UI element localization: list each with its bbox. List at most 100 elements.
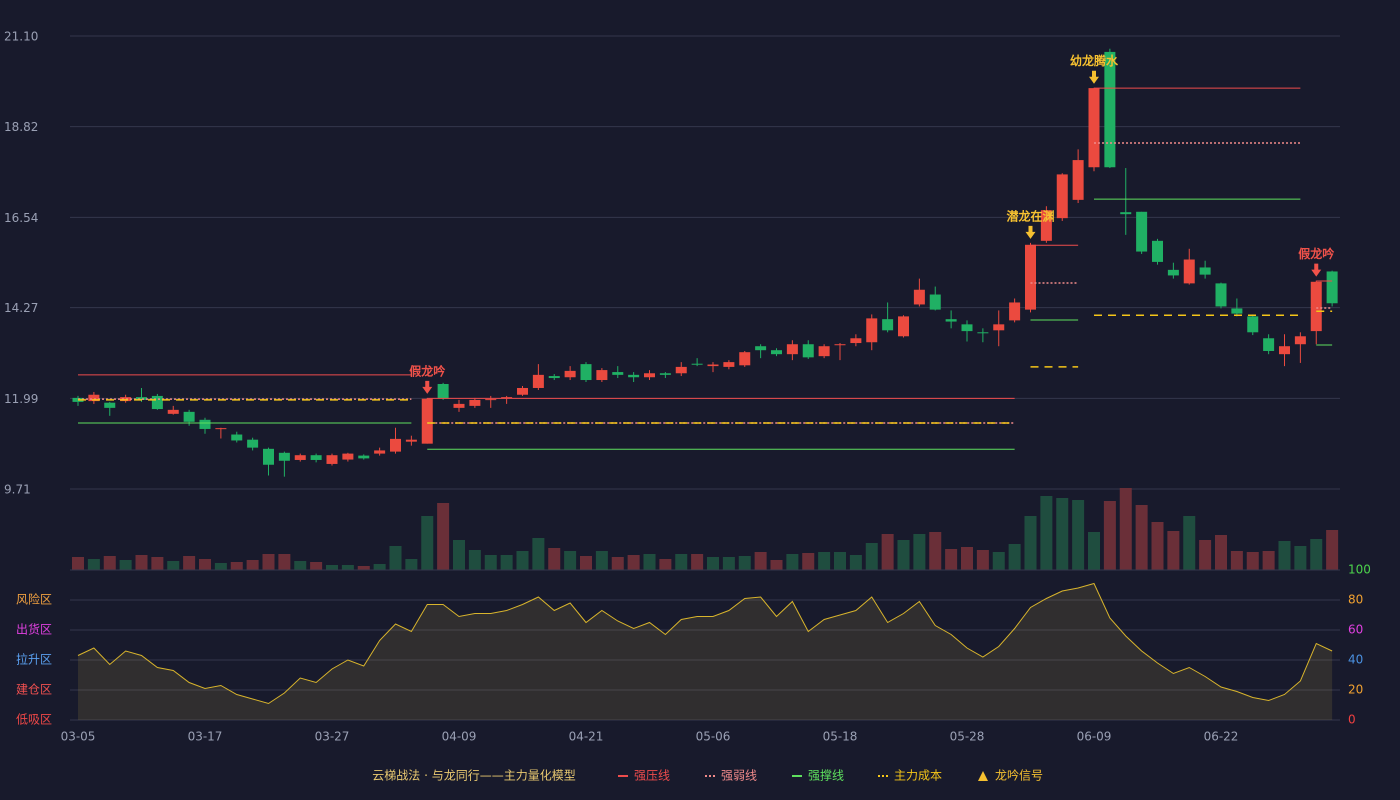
volume-bar xyxy=(453,540,465,570)
candle-body xyxy=(310,455,322,460)
indicator-tick-label: 100 xyxy=(1348,563,1371,577)
volume-bar xyxy=(595,551,608,570)
volume-bar xyxy=(72,557,84,570)
volume-bar xyxy=(246,560,259,570)
volume-bar xyxy=(1215,535,1227,570)
candle-body xyxy=(818,346,830,357)
volume-bar xyxy=(945,549,958,570)
volume-bar xyxy=(1151,522,1164,570)
volume-bar xyxy=(151,557,164,570)
candle-body xyxy=(231,434,243,441)
volume-bar xyxy=(1262,551,1275,570)
y-tick-label: 11.99 xyxy=(4,392,38,406)
candle-body xyxy=(707,364,719,367)
legend-label: 强压线 xyxy=(634,769,670,783)
volume-bar xyxy=(738,556,751,570)
volume-bar xyxy=(722,557,735,570)
volume-bar xyxy=(627,555,640,570)
candle-body xyxy=(453,403,465,408)
volume-bar xyxy=(183,556,196,570)
volume-bar xyxy=(834,552,846,570)
volume-bar xyxy=(1024,516,1037,570)
candle-body xyxy=(88,394,100,402)
candle-body xyxy=(866,318,878,343)
legend-label: 主力成本 xyxy=(894,769,942,783)
candle-body xyxy=(1088,88,1100,168)
volume-bar xyxy=(389,546,402,570)
volume-bar xyxy=(802,553,815,570)
volume-bar xyxy=(326,565,338,570)
candle-body xyxy=(802,344,814,358)
candle-body xyxy=(644,373,655,378)
candle-body xyxy=(771,350,782,355)
zone-label: 建仓区 xyxy=(16,683,52,697)
volume-bar xyxy=(548,548,561,570)
candle-body xyxy=(183,411,195,422)
volume-bar xyxy=(373,564,386,570)
volume-bar xyxy=(580,556,592,570)
indicator-tick-label: 40 xyxy=(1348,653,1363,667)
candle-body xyxy=(977,332,989,334)
volume-bar xyxy=(564,551,577,570)
zone-label: 出货区 xyxy=(16,622,52,637)
candle-body xyxy=(1152,240,1163,262)
volume-bar xyxy=(214,563,227,570)
signal-arrow xyxy=(1089,70,1099,84)
volume-bar xyxy=(437,503,450,570)
candle-body xyxy=(1040,210,1052,241)
volume-bar xyxy=(929,532,942,570)
volume-bar xyxy=(976,550,989,570)
candle-body xyxy=(1072,160,1084,200)
x-tick-label: 06-09 xyxy=(1077,730,1112,744)
volume-bar xyxy=(1230,551,1243,570)
candle-body xyxy=(151,395,163,410)
x-tick-label: 05-18 xyxy=(823,730,858,744)
volume-bar xyxy=(103,556,116,570)
x-tick-label: 05-28 xyxy=(950,730,985,744)
indicator-line xyxy=(77,582,1333,705)
volume-bar xyxy=(500,555,513,570)
candle-body xyxy=(342,453,354,460)
candle-body xyxy=(961,324,973,332)
volume-bar xyxy=(643,554,656,570)
signal-label: 潜龙在渊 xyxy=(1006,208,1054,223)
legend-title: 云梯战法 · 与龙同行——主力量化模型 xyxy=(372,769,575,783)
volume-bar xyxy=(707,557,719,570)
candle-body xyxy=(437,384,449,399)
x-tick-label: 05-06 xyxy=(696,730,731,744)
volume-bar xyxy=(691,554,704,570)
volume-bar xyxy=(659,559,672,570)
volume-bar xyxy=(770,560,783,570)
indicator-area xyxy=(78,583,1333,720)
y-tick-label: 21.10 xyxy=(4,30,38,44)
zone-label: 低吸区 xyxy=(16,713,52,727)
legend-label: 强撑线 xyxy=(808,768,844,783)
candle-body xyxy=(1183,259,1195,284)
volume-bar xyxy=(294,561,307,570)
zone-label: 风险区 xyxy=(16,592,52,607)
candle-body xyxy=(358,455,370,459)
candle-body xyxy=(1215,283,1227,307)
x-tick-label: 06-22 xyxy=(1204,730,1239,744)
candle-body xyxy=(1136,211,1148,252)
candle-body xyxy=(215,428,227,430)
signal-arrow xyxy=(422,380,433,394)
candle-body xyxy=(548,376,560,379)
candle-body xyxy=(628,374,640,378)
candle-body xyxy=(104,402,116,408)
candle-body xyxy=(294,455,306,460)
x-tick-label: 04-09 xyxy=(442,730,477,744)
volume-bar xyxy=(786,554,799,570)
candle-body xyxy=(405,439,417,442)
candle-body xyxy=(263,448,274,465)
volume-bar xyxy=(611,557,624,570)
y-tick-label: 18.82 xyxy=(4,120,38,134)
volume-bar xyxy=(1103,501,1116,570)
volume-bar xyxy=(913,534,926,570)
volume-bar xyxy=(405,559,418,570)
zone-label: 拉升区 xyxy=(16,652,52,667)
candle-body xyxy=(501,397,513,399)
volume-bar xyxy=(119,560,132,570)
